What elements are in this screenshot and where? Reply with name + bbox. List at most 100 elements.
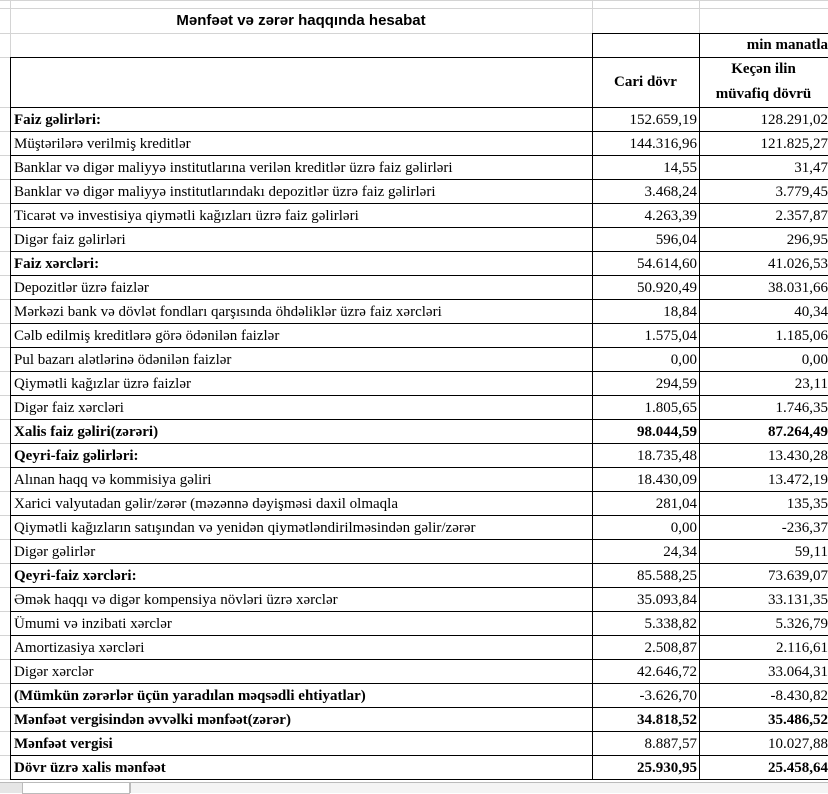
previous-value: 1.185,06 — [775, 328, 828, 344]
table-border — [10, 659, 828, 660]
scrollbar[interactable] — [130, 783, 828, 793]
current-value: 152.659,19 — [629, 112, 698, 128]
previous-value: 35.486,52 — [768, 712, 828, 728]
current-value: 18.735,48 — [637, 448, 697, 464]
row-label: Digər xərclər — [14, 664, 94, 680]
current-value: -3.626,70 — [639, 688, 698, 704]
grid-line — [0, 275, 10, 276]
table-border — [10, 443, 828, 444]
row-label: Faiz xərcləri: — [14, 256, 100, 272]
previous-value: 121.825,27 — [760, 136, 828, 152]
current-value: 1.805,65 — [644, 400, 698, 416]
current-value: 50.920,49 — [637, 280, 697, 296]
grid-line — [0, 155, 10, 156]
row-label: Faiz gəlirləri: — [14, 112, 102, 128]
row-label: Ümumi və inzibati xərclər — [14, 616, 172, 632]
row-label: Depozitlər üzrə faizlər — [14, 280, 149, 296]
current-value: 5.338,82 — [644, 616, 698, 632]
grid-line — [0, 227, 10, 228]
table-border — [10, 57, 11, 779]
current-value: 85.588,25 — [637, 568, 697, 584]
grid-line — [0, 323, 10, 324]
current-value: 0,00 — [670, 352, 697, 368]
table-border — [699, 33, 700, 779]
row-label: Alınan haqq və kommisiya gəliri — [14, 472, 212, 488]
grid-line — [0, 635, 10, 636]
previous-value: 13.430,28 — [768, 448, 828, 464]
grid-line — [0, 371, 10, 372]
row-label: (Mümkün zərərlər üçün yaradılan məqsədli… — [14, 688, 366, 704]
grid-line — [0, 587, 10, 588]
table-border — [10, 419, 828, 420]
table-border — [10, 563, 828, 564]
unit-label: min manatla — [746, 37, 828, 53]
previous-value: 31,47 — [794, 160, 828, 176]
previous-value: 87.264,49 — [768, 424, 828, 440]
grid-line — [0, 563, 10, 564]
report-title: Mənfəət və zərər haqqında hesabat — [176, 12, 426, 29]
row-label: Mərkəzi bank və dövlət fondları qarşısın… — [14, 304, 442, 320]
grid-line — [0, 33, 828, 34]
previous-value: 13.472,19 — [768, 472, 828, 488]
grid-line — [0, 57, 10, 58]
grid-line — [0, 659, 10, 660]
current-value: 14,55 — [663, 160, 697, 176]
table-border — [10, 371, 828, 372]
table-border — [10, 731, 828, 732]
table-border — [10, 587, 828, 588]
previous-value: 0,00 — [801, 352, 828, 368]
table-border — [10, 779, 828, 780]
current-value: 25.930,95 — [637, 760, 697, 776]
current-value: 1.575,04 — [644, 328, 698, 344]
row-label: Banklar və digər maliyyə institutlarında… — [14, 184, 436, 200]
grid-line — [0, 251, 10, 252]
grid-line — [0, 491, 10, 492]
row-label: Əmək haqqı və digər kompensiya növləri ü… — [14, 592, 338, 608]
table-border — [10, 707, 828, 708]
table-border — [10, 395, 828, 396]
table-border — [10, 515, 828, 516]
previous-value: 38.031,66 — [768, 280, 828, 296]
grid-line — [0, 755, 10, 756]
current-value: 3.468,24 — [644, 184, 698, 200]
previous-value: 33.064,31 — [768, 664, 828, 680]
table-border — [10, 57, 828, 58]
previous-value: 41.026,53 — [768, 256, 828, 272]
table-border — [10, 491, 828, 492]
table-border — [10, 155, 828, 156]
grid-line — [0, 443, 10, 444]
current-value: 596,04 — [655, 232, 697, 248]
table-border — [10, 251, 828, 252]
previous-value: 2.357,87 — [775, 208, 828, 224]
table-border — [592, 33, 828, 34]
previous-value: 135,35 — [786, 496, 828, 512]
table-border — [10, 179, 828, 180]
row-label: Cəlb edilmiş kreditlərə görə ödənilən fa… — [14, 328, 280, 344]
previous-value: 3.779,45 — [775, 184, 828, 200]
previous-value: 59,11 — [794, 544, 828, 560]
current-value: 18,84 — [663, 304, 697, 320]
current-value: 8.887,57 — [644, 736, 698, 752]
table-border — [592, 33, 593, 779]
current-value: 4.263,39 — [644, 208, 698, 224]
previous-value: -236,37 — [781, 520, 828, 536]
previous-value: 1.746,35 — [775, 400, 828, 416]
sheet-tab[interactable] — [22, 783, 130, 794]
grid-line — [0, 467, 10, 468]
grid-line — [0, 203, 10, 204]
table-border — [10, 611, 828, 612]
row-label: Xalis faiz gəliri(zərəri) — [14, 424, 159, 440]
table-border — [10, 275, 828, 276]
table-border — [10, 227, 828, 228]
previous-value: -8.430,82 — [770, 688, 828, 704]
grid-line — [0, 539, 10, 540]
current-value: 35.093,84 — [637, 592, 697, 608]
row-label: Xarici valyutadan gəlir/zərər (məzənnə d… — [14, 496, 399, 512]
table-border — [10, 203, 828, 204]
row-label: Amortizasiya xərcləri — [14, 640, 145, 656]
header-previous: Keçən ilin — [731, 61, 796, 77]
previous-value: 33.131,35 — [768, 592, 828, 608]
grid-line — [0, 419, 10, 420]
previous-value: 10.027,88 — [768, 736, 828, 752]
previous-value: 296,95 — [786, 232, 828, 248]
